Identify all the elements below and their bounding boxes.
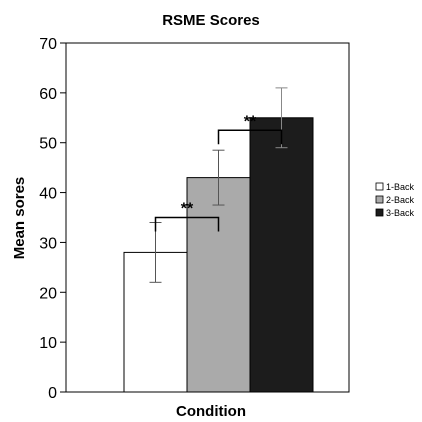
y-tick-label: 60 <box>39 86 57 103</box>
legend-swatch-1-back <box>375 182 384 191</box>
bar-2-back <box>186 177 251 393</box>
y-tick-label: 0 <box>48 385 57 402</box>
bar-3-back <box>249 117 314 393</box>
legend-swatch-3-back <box>375 208 384 217</box>
significance-bracket <box>154 216 220 232</box>
y-axis-title: Mean sores <box>11 177 28 260</box>
y-tick-label: 50 <box>39 136 57 153</box>
y-tick-label: 40 <box>39 186 57 203</box>
y-tick-label: 10 <box>39 335 57 352</box>
y-tick-label: 20 <box>39 285 57 302</box>
legend: 1-Back 2-Back 3-Back <box>372 178 422 225</box>
chart-title: RSME Scores <box>162 12 260 29</box>
significance-label: ** <box>244 113 257 130</box>
y-tick-label: 70 <box>39 36 57 53</box>
significance-label: ** <box>181 201 194 218</box>
legend-label: 2-Back <box>386 195 415 205</box>
legend-label: 1-Back <box>386 182 415 192</box>
y-axis: 0 10 20 30 40 50 60 70 <box>39 36 66 402</box>
significance-group: ** ** <box>154 113 283 232</box>
legend-label: 3-Back <box>386 208 415 218</box>
legend-swatch-2-back <box>375 195 384 204</box>
significance-bracket <box>217 129 283 145</box>
x-axis-title: Condition <box>176 403 246 420</box>
y-tick-label: 30 <box>39 235 57 252</box>
